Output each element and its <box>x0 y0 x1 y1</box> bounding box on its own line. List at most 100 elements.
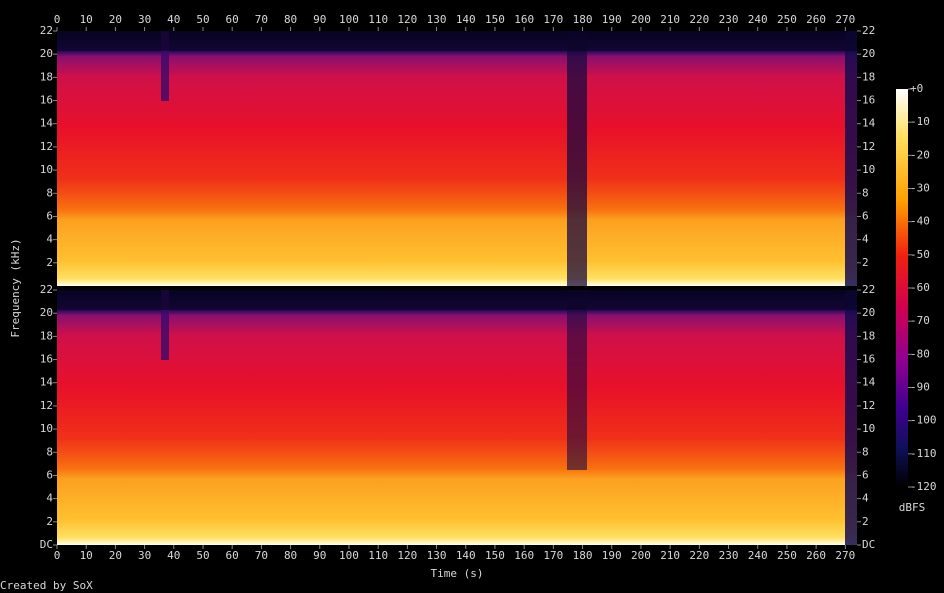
y-tick-label: 12 <box>40 399 53 412</box>
x-tick-label: 180 <box>573 13 593 26</box>
colorbar-tick-label: -10 <box>910 115 930 128</box>
x-tick-label: 240 <box>748 13 768 26</box>
y-tick-label: 18 <box>40 70 53 83</box>
colorbar-tick-label: -100 <box>910 414 937 427</box>
x-tick-label: 210 <box>660 549 680 562</box>
x-tick-label: 210 <box>660 13 680 26</box>
y-tick-label: 20 <box>40 306 53 319</box>
channel-1-image <box>57 31 857 286</box>
y-tick-label: 10 <box>40 163 53 176</box>
x-tick-label: 230 <box>719 13 739 26</box>
y-tick-label: 16 <box>40 94 53 107</box>
y-tick-label: 16 <box>862 353 875 366</box>
x-tick-label: 10 <box>80 549 93 562</box>
colorbar-tick-label: -90 <box>910 381 930 394</box>
x-tick-label: 50 <box>196 549 209 562</box>
colorbar-label: dBFS <box>899 501 926 514</box>
x-tick-label: 270 <box>835 13 855 26</box>
x-tick-label: 180 <box>573 549 593 562</box>
y-tick-label: 8 <box>862 445 869 458</box>
y-tick-label: 16 <box>40 353 53 366</box>
x-tick-label: 0 <box>54 13 61 26</box>
y-tick-label: 22 <box>40 24 53 37</box>
x-tick-label: 80 <box>284 549 297 562</box>
y-tick-label: 8 <box>46 186 53 199</box>
y-tick-label: 6 <box>862 468 869 481</box>
x-tick-label: 40 <box>167 549 180 562</box>
x-tick-label: 50 <box>196 13 209 26</box>
credit: Created by SoX <box>0 579 93 592</box>
y-tick-label: 2 <box>862 515 869 528</box>
y-tick-label: 6 <box>46 209 53 222</box>
y-tick-label: 22 <box>862 283 875 296</box>
x-tick-label: 20 <box>109 549 122 562</box>
x-tick-label: 170 <box>543 549 563 562</box>
x-axis-label: Time (s) <box>431 567 484 580</box>
x-tick-label: 260 <box>806 549 826 562</box>
x-tick-label: 0 <box>54 549 61 562</box>
y-tick-label: 10 <box>862 422 875 435</box>
x-tick-label: 30 <box>138 549 151 562</box>
y-tick-label: 2 <box>862 256 869 269</box>
x-tick-label: 60 <box>226 549 239 562</box>
colorbar-tick-label: -30 <box>910 182 930 195</box>
x-tick-label: 190 <box>602 13 622 26</box>
x-tick-label: 40 <box>167 13 180 26</box>
y-tick-label: 16 <box>862 94 875 107</box>
y-tick-label: 6 <box>46 468 53 481</box>
y-tick-label: 10 <box>40 422 53 435</box>
x-tick-label: 230 <box>719 549 739 562</box>
colorbar-tick-label: -120 <box>910 480 937 493</box>
x-tick-label: 90 <box>313 549 326 562</box>
x-tick-label: 130 <box>427 13 447 26</box>
y-tick-label: 12 <box>862 399 875 412</box>
y-tick-label: 14 <box>40 117 54 130</box>
y-tick-label: 18 <box>862 329 875 342</box>
x-tick-label: 100 <box>339 13 359 26</box>
x-tick-label: 140 <box>456 549 476 562</box>
x-tick-label: 130 <box>427 549 447 562</box>
y-tick-label: 18 <box>40 329 53 342</box>
y-tick-label: 8 <box>862 186 869 199</box>
x-tick-label: 30 <box>138 13 151 26</box>
y-tick-label: 20 <box>40 47 53 60</box>
x-tick-label: 140 <box>456 13 476 26</box>
colorbar-tick-label: -70 <box>910 314 930 327</box>
x-tick-label: 160 <box>514 13 534 26</box>
x-tick-label: 20 <box>109 13 122 26</box>
y-tick-label: 18 <box>862 70 875 83</box>
y-tick-label: 10 <box>862 163 875 176</box>
colorbar-tick-label: -80 <box>910 347 930 360</box>
y-tick-label: DC <box>862 538 875 551</box>
x-tick-label: 150 <box>485 13 505 26</box>
x-tick-label: 120 <box>397 13 417 26</box>
x-tick-label: 260 <box>806 13 826 26</box>
y-tick-label: 14 <box>862 376 876 389</box>
x-tick-label: 270 <box>835 549 855 562</box>
y-tick-label: 2 <box>46 256 53 269</box>
x-tick-label: 90 <box>313 13 326 26</box>
y-tick-label: 12 <box>862 140 875 153</box>
channel-2-image <box>57 290 857 545</box>
y-tick-label: 12 <box>40 140 53 153</box>
x-tick-label: 200 <box>631 13 651 26</box>
x-tick-label: 110 <box>368 13 388 26</box>
y-tick-label: 2 <box>46 515 53 528</box>
y-tick-label: 4 <box>46 492 53 505</box>
y-tick-label: 4 <box>862 492 869 505</box>
y-tick-label: 22 <box>40 283 53 296</box>
x-tick-label: 70 <box>255 549 268 562</box>
x-tick-label: 70 <box>255 13 268 26</box>
y-tick-label: 20 <box>862 306 875 319</box>
x-tick-label: 250 <box>777 13 797 26</box>
x-tick-label: 220 <box>689 549 709 562</box>
y-tick-label: 6 <box>862 209 869 222</box>
colorbar-tick-label: -60 <box>910 281 930 294</box>
y-tick-label: 22 <box>862 24 875 37</box>
x-tick-label: 240 <box>748 549 768 562</box>
colorbar-tick-label: -40 <box>910 215 930 228</box>
y-tick-label: 20 <box>862 47 875 60</box>
colorbar-tick-label: +0 <box>910 82 923 95</box>
x-tick-label: 220 <box>689 13 709 26</box>
